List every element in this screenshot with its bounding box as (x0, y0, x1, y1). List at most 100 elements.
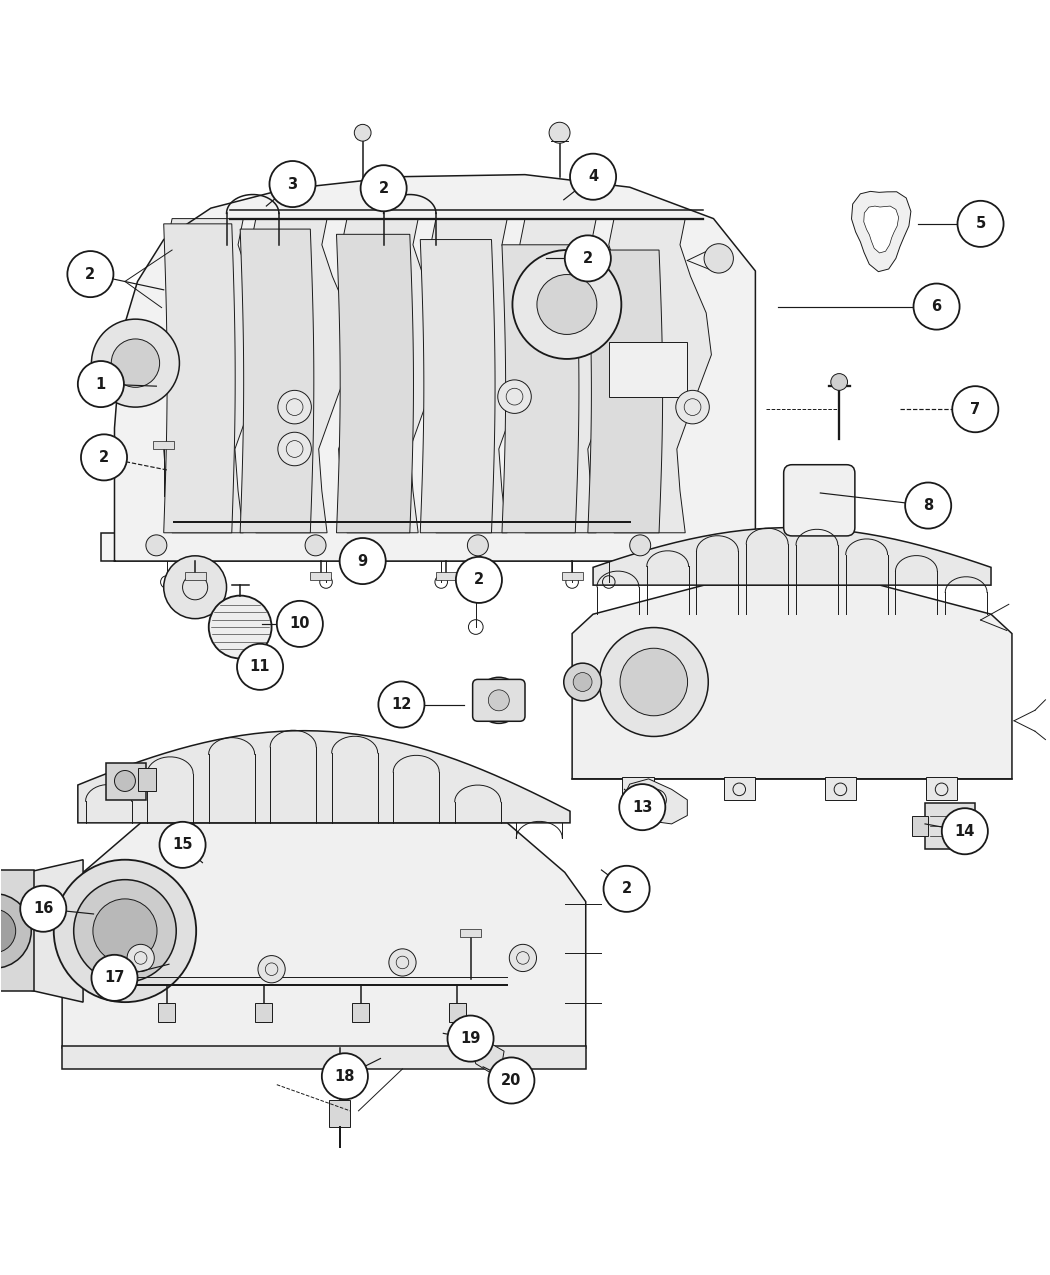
Polygon shape (420, 240, 495, 533)
Text: 15: 15 (172, 838, 193, 853)
Circle shape (354, 125, 371, 142)
Circle shape (278, 432, 312, 465)
Polygon shape (114, 175, 755, 561)
Text: 6: 6 (931, 300, 942, 314)
Circle shape (952, 386, 999, 432)
Bar (153, 441, 174, 449)
Polygon shape (852, 191, 911, 272)
Text: 1: 1 (96, 376, 106, 391)
Circle shape (958, 200, 1004, 247)
Circle shape (509, 945, 537, 972)
Text: 8: 8 (923, 499, 933, 513)
Circle shape (388, 949, 416, 977)
Polygon shape (248, 218, 353, 533)
Polygon shape (593, 528, 991, 585)
Circle shape (456, 557, 502, 603)
Text: 7: 7 (970, 402, 981, 417)
Polygon shape (427, 218, 533, 533)
Polygon shape (338, 218, 444, 533)
Text: 2: 2 (583, 251, 593, 266)
Polygon shape (625, 779, 688, 824)
Circle shape (127, 945, 154, 972)
Polygon shape (606, 218, 712, 533)
Text: 5: 5 (975, 217, 986, 231)
Circle shape (339, 538, 385, 584)
Circle shape (360, 166, 406, 212)
FancyBboxPatch shape (783, 464, 855, 536)
Circle shape (164, 556, 227, 618)
Text: 18: 18 (335, 1068, 355, 1084)
Bar (824, 776, 856, 799)
Polygon shape (502, 245, 579, 533)
Circle shape (92, 899, 158, 963)
Circle shape (0, 909, 16, 952)
Text: 2: 2 (85, 266, 96, 282)
Circle shape (620, 784, 666, 830)
Circle shape (114, 770, 135, 792)
Polygon shape (101, 533, 755, 561)
Circle shape (676, 390, 710, 423)
Bar (62, 1046, 586, 1068)
Circle shape (322, 1053, 368, 1099)
Circle shape (488, 690, 509, 710)
Circle shape (537, 274, 596, 334)
Text: 3: 3 (288, 176, 297, 191)
Circle shape (564, 663, 602, 701)
Bar (185, 571, 206, 580)
Circle shape (74, 880, 176, 982)
Bar (255, 1002, 272, 1021)
Text: 10: 10 (290, 616, 310, 631)
Circle shape (467, 536, 488, 556)
Polygon shape (572, 585, 1012, 779)
FancyBboxPatch shape (472, 680, 525, 722)
Bar (609, 342, 688, 397)
Text: 2: 2 (474, 572, 484, 588)
Polygon shape (517, 218, 623, 533)
Text: 14: 14 (954, 824, 975, 839)
Circle shape (270, 161, 316, 207)
Circle shape (570, 154, 616, 200)
Bar (623, 776, 654, 799)
Circle shape (942, 808, 988, 854)
Circle shape (146, 536, 167, 556)
Circle shape (160, 822, 206, 868)
Bar (562, 571, 583, 580)
Bar (723, 776, 755, 799)
Polygon shape (20, 859, 83, 1002)
Circle shape (54, 859, 196, 1002)
Circle shape (91, 319, 180, 407)
Circle shape (498, 380, 531, 413)
Bar (329, 1100, 350, 1127)
Circle shape (565, 236, 611, 282)
Circle shape (258, 955, 286, 983)
Circle shape (78, 361, 124, 407)
Circle shape (0, 894, 32, 969)
Circle shape (488, 1057, 534, 1104)
Text: 13: 13 (632, 799, 652, 815)
Polygon shape (164, 218, 270, 533)
Bar (912, 816, 928, 836)
Text: 2: 2 (379, 181, 388, 196)
Circle shape (604, 866, 650, 912)
Circle shape (705, 244, 733, 273)
Circle shape (67, 251, 113, 297)
Polygon shape (164, 224, 235, 533)
Bar (449, 1002, 466, 1021)
Circle shape (91, 955, 138, 1001)
Circle shape (512, 250, 622, 360)
Circle shape (621, 648, 688, 715)
Polygon shape (240, 230, 314, 533)
Circle shape (278, 390, 312, 423)
Bar (159, 1002, 175, 1021)
Circle shape (476, 677, 522, 723)
Circle shape (573, 673, 592, 691)
Polygon shape (470, 1043, 504, 1072)
Circle shape (209, 595, 272, 658)
Bar (436, 571, 457, 580)
Bar (925, 803, 975, 849)
Bar (311, 571, 331, 580)
Text: 16: 16 (34, 901, 54, 917)
Circle shape (600, 627, 709, 737)
Circle shape (630, 536, 651, 556)
Text: 2: 2 (622, 881, 632, 896)
